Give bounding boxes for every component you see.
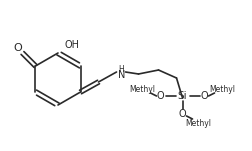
Text: N: N <box>118 70 125 80</box>
Text: O: O <box>201 91 208 101</box>
Text: OH: OH <box>65 40 79 50</box>
Text: O: O <box>13 43 22 53</box>
Text: Methyl: Methyl <box>185 119 211 129</box>
Text: Methyl: Methyl <box>130 85 155 95</box>
Text: O: O <box>179 109 186 119</box>
Text: O: O <box>157 91 164 101</box>
Text: Methyl: Methyl <box>209 85 236 95</box>
Text: Si: Si <box>178 91 187 101</box>
Text: H: H <box>119 66 124 74</box>
